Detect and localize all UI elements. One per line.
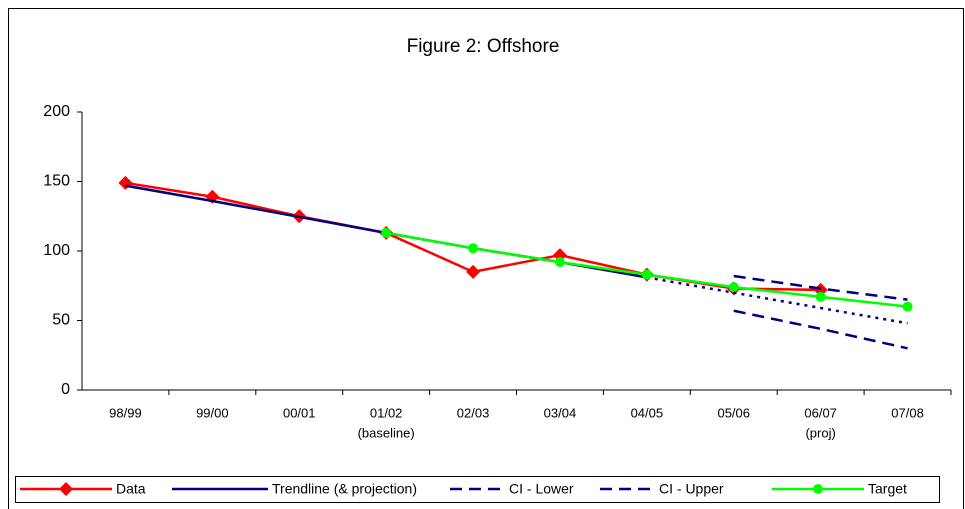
legend-label: CI - Lower (509, 481, 574, 497)
legend-label: CI - Upper (659, 481, 724, 497)
data-marker (466, 264, 481, 279)
y-tick-label: 50 (52, 312, 70, 329)
data-marker (59, 482, 73, 496)
data-marker (381, 227, 392, 238)
x-tick-note: (baseline) (358, 425, 415, 440)
legend-label: Trendline (& projection) (272, 481, 417, 497)
x-tick-label: 02/03 (457, 405, 490, 420)
x-tick-label: 99/00 (196, 405, 229, 420)
chart-title: Figure 2: Offshore (407, 36, 560, 57)
x-tick-label: 06/07 (804, 405, 837, 420)
y-tick-label: 150 (43, 173, 70, 190)
series-line (733, 274, 908, 301)
data-marker (728, 282, 739, 293)
y-tick-label: 0 (61, 381, 70, 398)
data-marker (813, 484, 823, 494)
data-marker (641, 269, 652, 280)
data-marker (468, 243, 479, 254)
x-tick-label: 05/06 (717, 405, 750, 420)
x-tick-label: 98/99 (109, 405, 142, 420)
x-tick-label: 01/02 (370, 405, 403, 420)
data-marker (552, 248, 567, 263)
chart-border (8, 8, 964, 509)
x-tick-label: 03/04 (544, 405, 577, 420)
y-tick-label: 200 (43, 103, 70, 120)
legend-label: Target (868, 481, 907, 497)
y-tick-label: 100 (43, 242, 70, 259)
x-tick-note: (proj) (805, 425, 835, 440)
data-marker (815, 291, 826, 302)
series-line (733, 309, 908, 350)
x-tick-label: 04/05 (631, 405, 664, 420)
x-tick-label: 07/08 (891, 405, 924, 420)
data-marker (902, 301, 913, 312)
x-tick-label: 00/01 (283, 405, 316, 420)
legend-label: Data (116, 481, 146, 497)
data-marker (554, 257, 565, 268)
